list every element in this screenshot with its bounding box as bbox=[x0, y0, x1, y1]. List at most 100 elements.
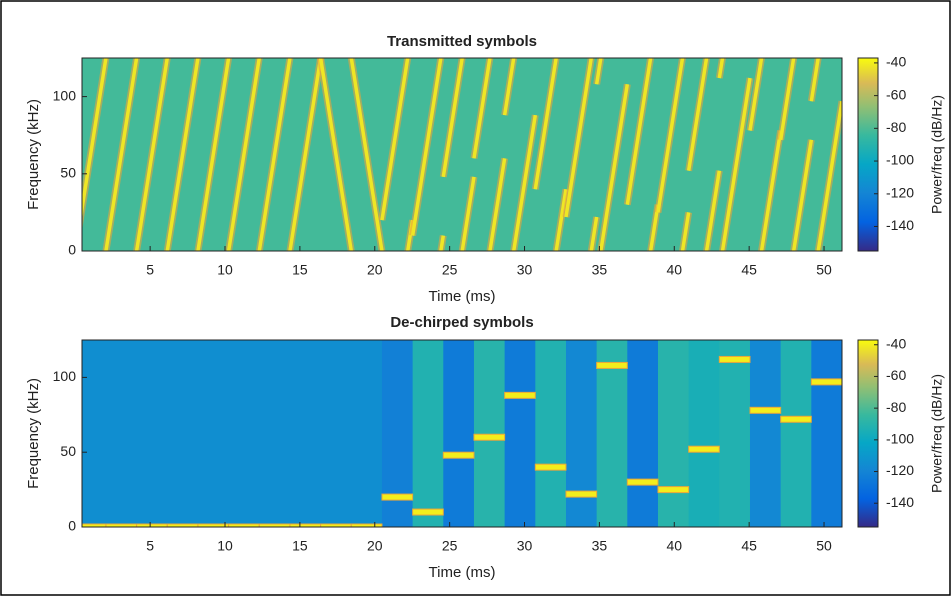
chirp bbox=[564, 58, 599, 251]
tone bbox=[565, 490, 598, 498]
symbol-background bbox=[719, 340, 751, 527]
chirp bbox=[410, 58, 446, 251]
x-tick-label: 10 bbox=[217, 262, 233, 278]
tone bbox=[657, 486, 690, 494]
symbol-background bbox=[105, 340, 138, 527]
symbol-background bbox=[197, 340, 230, 527]
tone bbox=[596, 361, 628, 369]
x-tick-label: 20 bbox=[367, 262, 383, 278]
tone bbox=[473, 433, 506, 441]
x-tick-label: 15 bbox=[292, 262, 308, 278]
colorbar-tick-label: -40 bbox=[886, 335, 906, 351]
tone bbox=[412, 508, 444, 516]
colorbar-tick-label: -100 bbox=[886, 431, 914, 447]
symbol-background bbox=[259, 340, 291, 527]
chirp bbox=[778, 58, 814, 251]
x-tick-label: 35 bbox=[592, 538, 608, 554]
chirp bbox=[104, 58, 139, 251]
x-tick-label: 5 bbox=[146, 538, 154, 554]
tone bbox=[197, 523, 230, 527]
colorbar bbox=[857, 339, 879, 528]
axes-box bbox=[81, 57, 843, 252]
colorbar-tick-label: -60 bbox=[886, 86, 906, 102]
symbol-background bbox=[504, 340, 536, 527]
tone bbox=[105, 523, 138, 527]
tone bbox=[381, 493, 414, 501]
background bbox=[82, 58, 842, 251]
symbol-background bbox=[412, 340, 444, 527]
chirp bbox=[349, 58, 384, 251]
chirp bbox=[748, 58, 783, 251]
symbol-background bbox=[749, 340, 782, 527]
chirp bbox=[441, 58, 476, 251]
symbol-background bbox=[565, 340, 598, 527]
chirp bbox=[318, 58, 354, 251]
plot-area bbox=[82, 58, 842, 251]
x-tick-label: 45 bbox=[741, 262, 757, 278]
y-tick-label: 100 bbox=[53, 368, 77, 384]
symbol-background bbox=[535, 340, 567, 527]
colorbar-tick-label: -80 bbox=[886, 399, 906, 415]
chirp bbox=[288, 58, 323, 251]
x-tick-label: 25 bbox=[442, 538, 458, 554]
x-tick-label: 10 bbox=[217, 538, 233, 554]
x-tick-label: 15 bbox=[292, 538, 308, 554]
chart-title: Transmitted symbols bbox=[387, 33, 537, 50]
colorbar-tick-label: -40 bbox=[886, 54, 906, 70]
tone bbox=[320, 523, 352, 527]
tone bbox=[626, 478, 659, 486]
chirp bbox=[165, 58, 200, 251]
symbol-background bbox=[473, 340, 506, 527]
chirp bbox=[809, 58, 842, 251]
tone bbox=[442, 451, 475, 459]
y-tick-label: 0 bbox=[68, 518, 76, 534]
symbol-background bbox=[320, 340, 352, 527]
colorbar-tick-label: -140 bbox=[886, 494, 914, 510]
x-tick-label: 5 bbox=[146, 262, 154, 278]
colorbar bbox=[857, 57, 879, 252]
chart-title: De-chirped symbols bbox=[390, 314, 533, 331]
y-axis-label: Frequency (kHz) bbox=[25, 378, 42, 489]
tone bbox=[82, 523, 107, 527]
tone bbox=[749, 406, 782, 414]
tone bbox=[780, 415, 812, 423]
symbol-background bbox=[228, 340, 260, 527]
chirp bbox=[196, 58, 231, 251]
x-tick-label: 30 bbox=[517, 262, 533, 278]
symbol-background bbox=[289, 340, 322, 527]
x-axis-label: Time (ms) bbox=[429, 288, 496, 305]
colorbar-label: Power/freq (dB/Hz) bbox=[929, 374, 945, 493]
tone bbox=[258, 523, 291, 527]
tone bbox=[504, 391, 536, 399]
x-tick-label: 30 bbox=[517, 538, 533, 554]
symbol-background bbox=[351, 340, 383, 527]
colorbar-tick-label: -100 bbox=[886, 152, 914, 168]
x-tick-label: 20 bbox=[367, 538, 383, 554]
symbol-background bbox=[780, 340, 812, 527]
x-tick-label: 25 bbox=[442, 262, 458, 278]
chirp bbox=[625, 58, 660, 251]
symbol-background bbox=[688, 340, 720, 527]
colorbar-tick-label: -120 bbox=[886, 184, 914, 200]
tone bbox=[136, 523, 168, 527]
tone bbox=[810, 378, 842, 386]
symbol-background bbox=[167, 340, 199, 527]
x-tick-label: 50 bbox=[816, 538, 832, 554]
tone bbox=[688, 445, 720, 453]
y-axis-label: Frequency (kHz) bbox=[25, 99, 42, 210]
chirp bbox=[533, 58, 568, 251]
chirp bbox=[226, 58, 262, 251]
chirp bbox=[686, 58, 722, 251]
tone bbox=[718, 355, 751, 363]
symbol-background bbox=[596, 340, 628, 527]
colorbar-tick-label: -60 bbox=[886, 367, 906, 383]
tone bbox=[228, 523, 260, 527]
x-tick-label: 40 bbox=[666, 538, 682, 554]
x-tick-label: 35 bbox=[592, 262, 608, 278]
chirp bbox=[257, 58, 292, 251]
chirp bbox=[82, 58, 108, 220]
y-tick-label: 50 bbox=[60, 165, 76, 181]
chirp bbox=[472, 58, 507, 251]
colorbar-tick-label: -80 bbox=[886, 119, 906, 135]
